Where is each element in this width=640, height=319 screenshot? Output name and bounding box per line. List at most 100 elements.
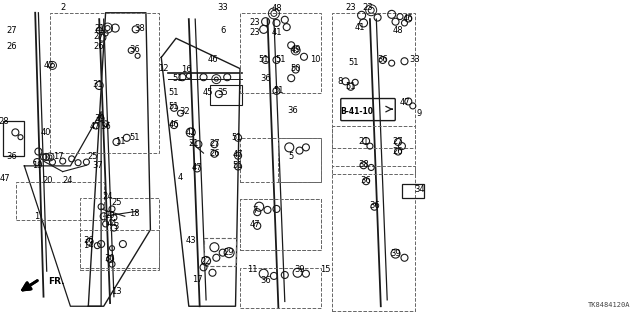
- Bar: [240, 199, 321, 250]
- Bar: [332, 166, 415, 311]
- Text: 27: 27: [6, 26, 17, 35]
- Text: 11: 11: [115, 137, 125, 146]
- Bar: [402, 184, 424, 198]
- Text: 38: 38: [358, 160, 369, 169]
- Text: 8: 8: [338, 77, 343, 86]
- Text: 26: 26: [393, 147, 403, 156]
- Text: 41: 41: [271, 28, 282, 37]
- Text: 43: 43: [186, 236, 196, 245]
- Bar: [80, 198, 159, 268]
- Text: 19: 19: [32, 161, 42, 170]
- Text: 36: 36: [129, 45, 140, 54]
- Text: 37: 37: [92, 161, 102, 170]
- Text: 3: 3: [114, 222, 119, 231]
- Text: 36: 36: [288, 106, 298, 115]
- Text: 17: 17: [192, 275, 202, 284]
- Text: 46: 46: [207, 55, 218, 63]
- Text: 27: 27: [209, 139, 220, 148]
- Text: 44: 44: [107, 219, 117, 228]
- Text: 12: 12: [158, 64, 168, 73]
- Text: 26: 26: [94, 42, 104, 51]
- Text: 50: 50: [291, 64, 301, 73]
- Text: 36: 36: [361, 176, 371, 185]
- Text: 13: 13: [111, 287, 122, 296]
- Text: 46: 46: [169, 120, 179, 129]
- Text: 27: 27: [94, 32, 104, 41]
- Text: 23: 23: [363, 4, 373, 12]
- Text: 15: 15: [320, 265, 330, 274]
- Text: 10: 10: [310, 56, 320, 64]
- Text: FR.: FR.: [47, 277, 64, 286]
- Text: 51: 51: [259, 56, 269, 64]
- Text: 36: 36: [260, 276, 271, 285]
- Text: 28: 28: [0, 117, 9, 126]
- Text: TK8484120A: TK8484120A: [588, 302, 630, 308]
- Text: 9: 9: [417, 109, 422, 118]
- Bar: [332, 13, 415, 148]
- Text: 51: 51: [129, 133, 140, 142]
- Text: 35: 35: [218, 88, 228, 97]
- Text: 45: 45: [203, 88, 213, 97]
- Bar: [210, 85, 242, 105]
- Text: 5: 5: [289, 152, 294, 161]
- Text: 51: 51: [348, 58, 358, 67]
- Text: 34: 34: [414, 185, 424, 194]
- Text: 51: 51: [273, 86, 284, 95]
- Text: 21: 21: [358, 137, 369, 146]
- Text: 39: 39: [94, 114, 104, 122]
- Text: 29: 29: [224, 248, 234, 256]
- Text: 42: 42: [186, 128, 196, 137]
- Text: 51: 51: [275, 56, 285, 64]
- Text: 42: 42: [44, 61, 54, 70]
- Text: 36: 36: [369, 201, 380, 210]
- Text: 36: 36: [260, 74, 271, 83]
- Text: 11: 11: [248, 265, 258, 274]
- Bar: [16, 182, 104, 220]
- Text: 36: 36: [6, 152, 17, 161]
- Text: 24: 24: [62, 176, 72, 185]
- Text: 26: 26: [6, 42, 17, 51]
- Text: 22: 22: [201, 257, 211, 266]
- Bar: [240, 13, 321, 93]
- Text: 51: 51: [169, 102, 179, 111]
- Text: 47: 47: [0, 174, 10, 183]
- Bar: [50, 13, 159, 153]
- Text: 26: 26: [209, 149, 220, 158]
- Text: 21: 21: [188, 139, 198, 148]
- Text: 47: 47: [192, 163, 202, 172]
- Bar: [80, 230, 159, 270]
- Text: 33: 33: [410, 55, 420, 63]
- Text: 14: 14: [83, 241, 93, 250]
- Text: 41: 41: [355, 23, 365, 32]
- Text: 46: 46: [403, 14, 413, 23]
- Text: 33: 33: [218, 4, 228, 12]
- Text: 36: 36: [83, 236, 93, 245]
- Text: 25: 25: [111, 198, 122, 207]
- Text: 47: 47: [90, 122, 100, 130]
- Bar: [3, 121, 24, 156]
- Bar: [240, 199, 321, 250]
- Text: 48: 48: [271, 4, 282, 13]
- Text: 51: 51: [169, 88, 179, 97]
- Text: 24: 24: [102, 192, 113, 201]
- Text: 51: 51: [173, 74, 183, 83]
- Text: 51: 51: [346, 82, 356, 91]
- Text: 51: 51: [232, 133, 242, 142]
- Text: B-41-10: B-41-10: [340, 107, 374, 115]
- Text: 16: 16: [182, 65, 192, 74]
- Text: 49: 49: [291, 45, 301, 54]
- Text: 21: 21: [94, 24, 104, 33]
- Text: 40: 40: [41, 128, 51, 137]
- Text: 36: 36: [378, 55, 388, 63]
- Text: 23: 23: [250, 28, 260, 37]
- Text: 1: 1: [35, 212, 40, 221]
- Text: 17: 17: [54, 152, 64, 161]
- Text: 20: 20: [105, 211, 115, 220]
- Text: 27: 27: [393, 137, 403, 146]
- Bar: [332, 126, 415, 174]
- Text: 51: 51: [233, 161, 243, 170]
- Text: 39: 39: [294, 265, 305, 274]
- Bar: [278, 138, 321, 182]
- Text: 48: 48: [393, 26, 403, 35]
- Text: 20: 20: [43, 176, 53, 185]
